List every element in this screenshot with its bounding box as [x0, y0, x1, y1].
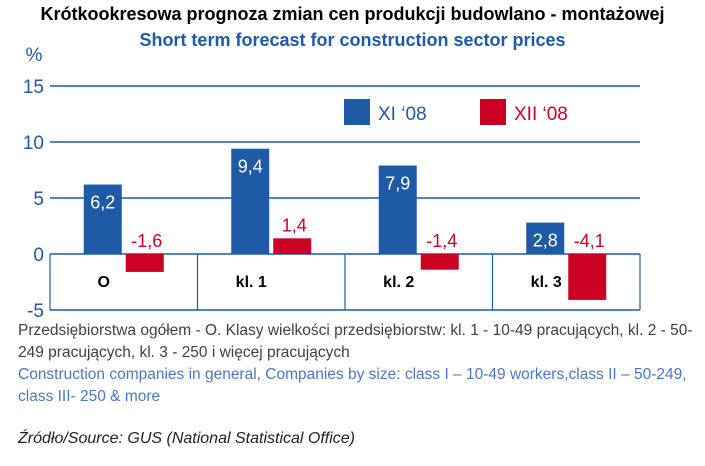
data-label-xii08: -1,6 — [131, 231, 162, 251]
note-en: Construction companies in general, Compa… — [18, 366, 687, 405]
chart-notes: Przedsiębiorstwa ogółem - O. Klasy wielk… — [18, 320, 698, 408]
y-axis-label: % — [26, 45, 43, 66]
legend-swatch-xii08 — [480, 99, 506, 125]
y-tick-label: 5 — [33, 189, 44, 210]
bar-xi08-2 — [378, 165, 417, 254]
note-pl: Przedsiębiorstwa ogółem - O. Klasy wielk… — [18, 322, 693, 361]
bar-xii08-1 — [273, 238, 312, 254]
bar-xii08-3 — [568, 254, 607, 300]
bar-chart: % -5 0 5 10 15 6,2 -1,6 O 9,4 1,4 kl. 1 7,9 -1,4 kl. 2… — [23, 45, 641, 322]
data-label-xi08: 2,8 — [533, 231, 558, 251]
source-note: Źródło/Source: GUS (National Statistical… — [18, 430, 356, 447]
data-label-xii08: -4,1 — [574, 231, 605, 251]
bar-xii08-0 — [125, 254, 164, 272]
bar-xi08-1 — [231, 148, 270, 254]
legend-label-xii08: XII ‘08 — [514, 104, 568, 125]
chart-title-pl: Krótkookresowa prognoza zmian cen produk… — [40, 4, 665, 24]
y-tick-label: 15 — [23, 77, 44, 98]
chart-title-en: Short term forecast for construction sec… — [139, 30, 566, 50]
data-label-xi08: 7,9 — [385, 174, 410, 194]
bar-xi08-0 — [83, 184, 122, 254]
bar-xii08-2 — [420, 254, 459, 270]
y-tick-label: 10 — [23, 133, 44, 154]
legend-swatch-xi08 — [344, 99, 370, 125]
x-tick-label: kl. 1 — [236, 274, 267, 291]
data-label-xi08: 6,2 — [90, 193, 115, 213]
legend-label-xi08: XI ‘08 — [378, 104, 427, 125]
y-tick-label: -5 — [27, 301, 44, 322]
x-tick-label: O — [98, 274, 110, 291]
x-tick-label: kl. 2 — [383, 274, 414, 291]
bar-xi08-3 — [526, 222, 565, 254]
x-tick-label: kl. 3 — [531, 274, 562, 291]
data-label-xi08: 9,4 — [238, 157, 263, 177]
y-tick-label: 0 — [33, 245, 44, 266]
data-label-xii08: 1,4 — [282, 215, 307, 235]
data-label-xii08: -1,4 — [426, 231, 457, 251]
